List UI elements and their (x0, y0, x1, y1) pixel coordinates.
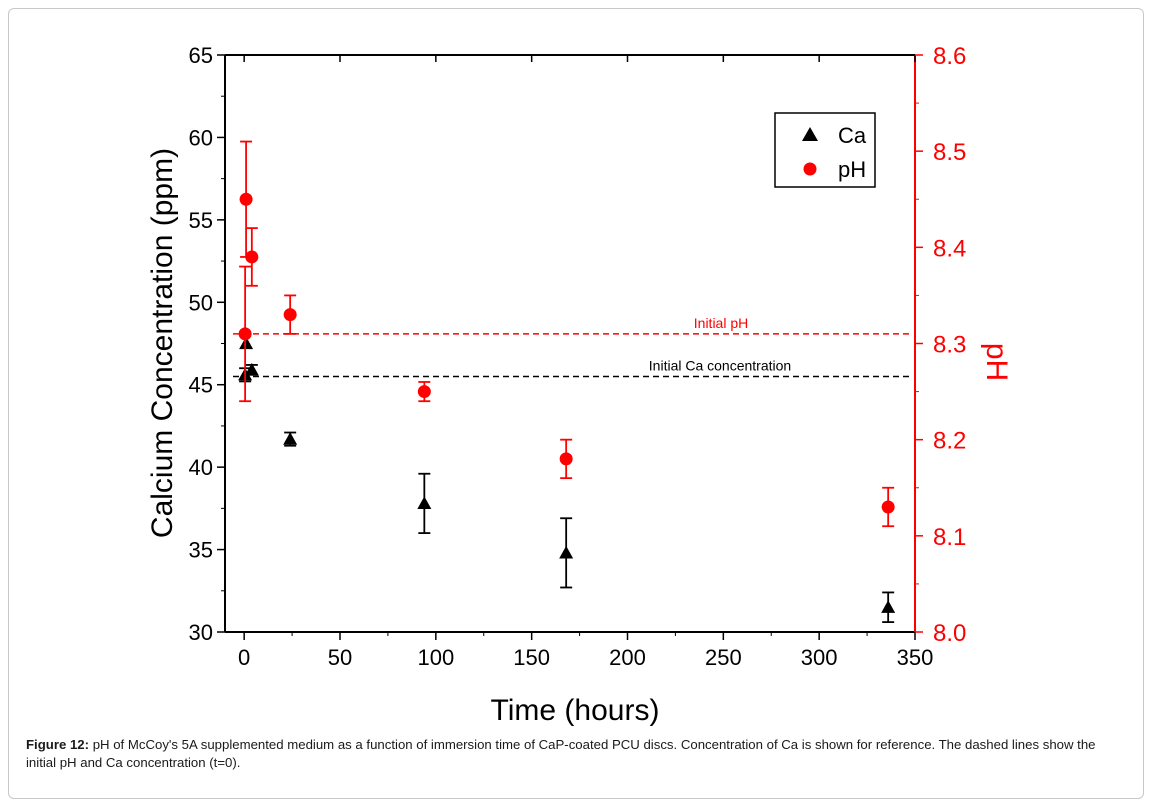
caption-text: pH of McCoy's 5A supplemented medium as … (26, 737, 1096, 770)
ph-point (238, 327, 252, 341)
initial-ph-label: Initial pH (694, 315, 748, 331)
y-left-tick-label: 65 (189, 43, 213, 68)
ca-point (559, 545, 574, 559)
x-tick-label: 250 (705, 645, 742, 670)
y-left-tick-label: 40 (189, 455, 213, 480)
y-left-tick-label: 30 (189, 620, 213, 645)
ca-point (244, 362, 259, 376)
x-axis-label: Time (hours) (491, 694, 660, 727)
ph-point (559, 452, 573, 466)
y-right-tick-label: 8.5 (933, 139, 966, 166)
ph-point (239, 192, 253, 206)
caption-label: Figure 12: (26, 737, 90, 752)
y-right-tick-label: 8.1 (933, 524, 966, 551)
figure-caption: Figure 12: pH of McCoy's 5A supplemented… (26, 736, 1126, 772)
ca-point (881, 600, 896, 613)
ph-point (283, 308, 297, 322)
y-axis-right-label: pH (980, 343, 1013, 381)
y-axis-left-label: Calcium Concentration (ppm) (146, 148, 179, 538)
ph-point (245, 250, 259, 264)
x-tick-label: 100 (417, 645, 454, 670)
y-right-tick-label: 8.6 (933, 43, 966, 70)
ticks: 0 50 100 150 200 250 300 350 30 35 40 45 50 55 60 65 8.0… (189, 43, 967, 670)
y-left-tick-label: 60 (189, 125, 213, 150)
y-right-tick-label: 8.4 (933, 235, 966, 262)
x-tick-label: 0 (238, 645, 250, 670)
figure-frame (8, 8, 1144, 799)
legend-label-ph: pH (838, 157, 866, 182)
chart: 0 50 100 150 200 250 300 350 30 35 40 45 50 55 60 65 8.0… (146, 43, 1013, 727)
y-left-tick-label: 50 (189, 290, 213, 315)
ph-point (881, 500, 895, 514)
x-tick-label: 200 (609, 645, 646, 670)
y-right-tick-label: 8.3 (933, 332, 966, 359)
ca-point (283, 432, 298, 445)
ph-point (417, 385, 431, 399)
x-tick-label: 350 (897, 645, 934, 670)
reference-lines: Initial pH Initial Ca concentration (233, 315, 912, 378)
x-tick-label: 50 (328, 645, 352, 670)
initial-ca-label: Initial Ca concentration (649, 357, 791, 373)
y-right-tick-label: 8.2 (933, 428, 966, 455)
ca-point (239, 336, 254, 350)
ca-point (417, 496, 432, 510)
y-left-tick-label: 45 (189, 373, 213, 398)
y-left-tick-label: 55 (189, 208, 213, 233)
data-points (238, 140, 896, 624)
y-left-tick-label: 35 (189, 538, 213, 563)
legend-ca-marker (802, 127, 818, 141)
legend-ph-marker (803, 162, 817, 176)
x-tick-label: 300 (801, 645, 838, 670)
legend-box (774, 112, 876, 188)
legend: Ca pH (774, 112, 876, 188)
y-right-tick-label: 8.0 (933, 620, 966, 647)
legend-label-ca: Ca (838, 123, 867, 148)
x-tick-label: 150 (513, 645, 550, 670)
